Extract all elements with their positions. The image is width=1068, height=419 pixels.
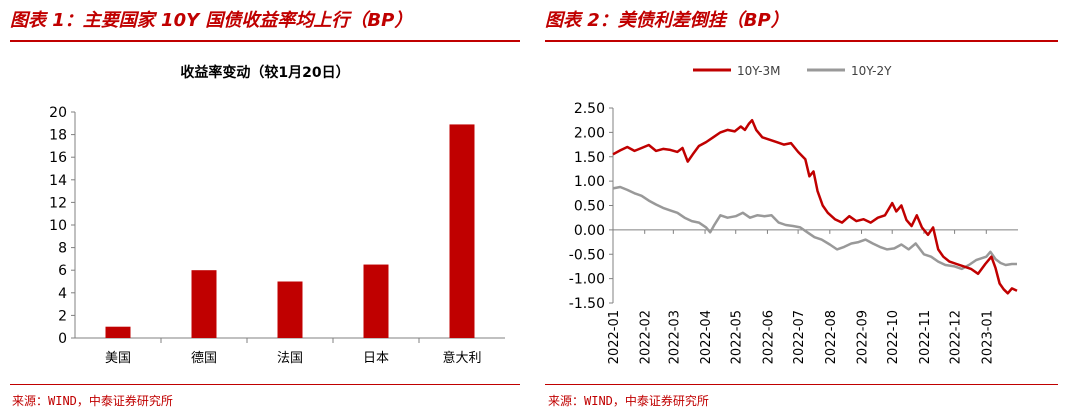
bar: [105, 326, 131, 338]
y-tick-label: 4: [58, 286, 67, 302]
y-tick-label: 8: [58, 241, 67, 257]
y-tick-label: 0: [58, 331, 67, 347]
bar: [363, 264, 389, 338]
line-chart-panel-title: 图表 2：美债利差倒挂（BP）: [545, 10, 789, 31]
legend-label: 10Y-3M: [737, 64, 781, 78]
x-tick-label: 2022-05: [730, 310, 745, 364]
y-tick-label: 18: [49, 128, 67, 144]
line-chart-title-rule: [545, 40, 1058, 42]
x-tick-label: 2022-10: [886, 310, 901, 364]
bar-chart-title: 收益率变动（较1月20日）: [180, 64, 349, 81]
x-tick-label: 日本: [363, 351, 389, 366]
y-tick-label: 1.50: [574, 150, 605, 166]
y-tick-label: 2.00: [574, 125, 605, 141]
bar-chart-panel-title: 图表 1：主要国家 10Y 国债收益率均上行（BP）: [10, 10, 413, 31]
x-tick-label: 2023-01: [980, 310, 995, 364]
series-line-10Y-2Y: [612, 185, 1017, 271]
x-tick-label: 意大利: [442, 350, 481, 366]
y-tick-label: -1.50: [569, 296, 605, 312]
y-tick-label: 6: [58, 263, 67, 279]
x-tick-label: 2022-04: [699, 310, 714, 364]
x-tick-label: 2022-02: [639, 310, 654, 364]
line-chart-source: 来源：WIND，中泰证券研究所: [548, 394, 709, 408]
y-tick-label: 1.00: [574, 174, 605, 190]
x-tick-label: 2022-07: [792, 310, 807, 364]
y-tick-label: -1.00: [569, 272, 605, 288]
y-tick-label: -0.50: [569, 247, 605, 263]
y-tick-label: 2.50: [574, 101, 605, 117]
line-chart: 10Y-3M 10Y-2Y 2.50 2.00 1.50 1.00 0.50 0.00 -0.5…: [569, 64, 1018, 364]
x-tick-label: 2022-11: [918, 310, 933, 364]
y-tick-label: 14: [49, 173, 67, 189]
x-tick-label: 2022-06: [761, 310, 776, 364]
x-tick-label: 2022-08: [824, 310, 839, 364]
y-tick-label: 2: [58, 308, 67, 324]
bar-chart-bottom-rule: [10, 384, 520, 385]
x-tick-label: 德国: [191, 351, 217, 366]
bar: [449, 124, 475, 339]
y-tick-label: 20: [49, 105, 67, 121]
x-tick-label: 2022-12: [949, 310, 964, 364]
bar: [191, 270, 217, 338]
y-tick-label: 10: [49, 218, 67, 234]
y-tick-label: 0.50: [574, 199, 605, 215]
x-tick-label: 2022-01: [607, 310, 622, 364]
bar: [277, 281, 303, 338]
x-tick-label: 美国: [105, 351, 131, 366]
y-tick-label: 16: [49, 150, 67, 166]
x-tick-label: 2022-03: [667, 310, 682, 364]
x-tick-label: 2022-09: [856, 310, 871, 364]
legend-label: 10Y-2Y: [851, 64, 892, 78]
series-line-10Y-3M: [612, 118, 1018, 295]
line-chart-bottom-rule: [545, 384, 1058, 385]
y-tick-label: 12: [49, 195, 67, 211]
x-tick-label: 法国: [277, 351, 303, 366]
bar-chart: 收益率变动（较1月20日） 0 2 4 6 8 10 12 14 16 18 20 美国 德国 法国 日本 意…: [49, 64, 505, 366]
bar-chart-source: 来源：WIND，中泰证券研究所: [12, 394, 173, 408]
bar-chart-title-rule: [10, 40, 520, 42]
y-tick-label: 0.00: [574, 223, 605, 239]
